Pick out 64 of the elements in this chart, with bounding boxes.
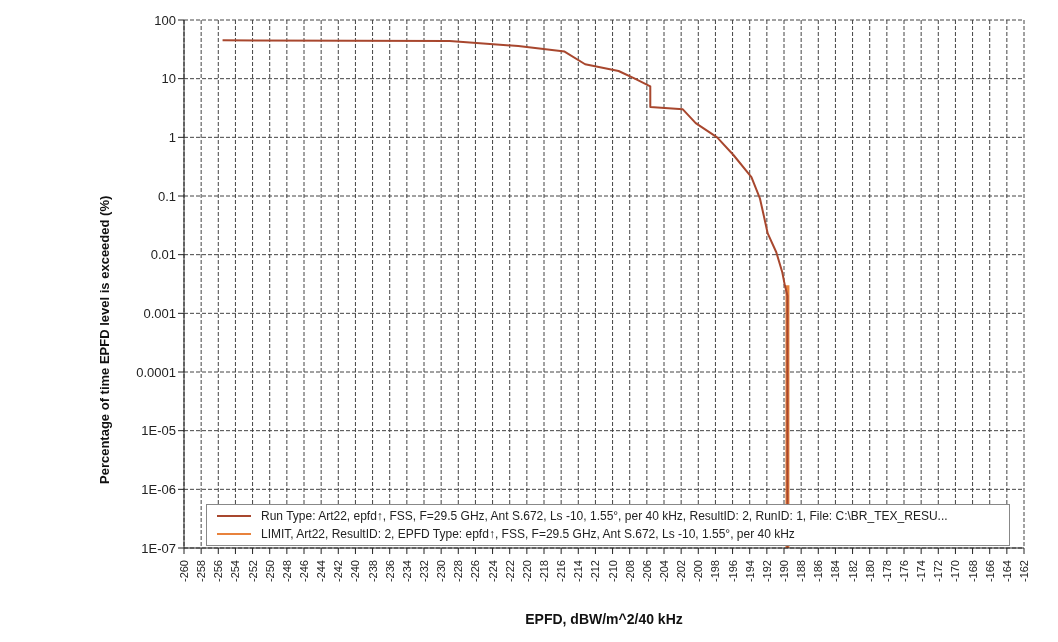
x-tick-label: -230	[435, 560, 448, 583]
x-tick-label: -196	[726, 560, 739, 583]
legend-label: LIMIT, Art22, ResultID: 2, EPFD Type: epfd↑, FSS, F=29.5 GHz, Ant S.672, Ls -10, 1.55°, per 40 kHz	[261, 526, 795, 543]
x-tick-label: -176	[898, 560, 910, 583]
x-tick-label: -210	[606, 560, 619, 583]
x-tick-label: -198	[709, 560, 722, 583]
y-axis-title: Percentage of time EPFD level is exceeded (%)	[96, 195, 112, 484]
x-tick-label: -208	[623, 560, 636, 583]
y-tick-label: 1	[168, 129, 176, 145]
x-tick-label: -236	[383, 560, 396, 583]
x-tick-label: -252	[246, 560, 259, 583]
x-tick-label: -194	[743, 560, 756, 583]
x-tick-label: -184	[829, 560, 842, 583]
x-tick-label: -228	[452, 560, 465, 583]
y-tick-label: 1E-05	[141, 423, 176, 439]
x-tick-label: -166	[983, 560, 996, 583]
x-tick-label: -214	[572, 560, 585, 583]
x-tick-label: -260	[178, 560, 190, 583]
x-tick-label: -162	[1018, 560, 1030, 583]
y-tick-label: 1E-06	[141, 481, 176, 497]
y-tick-label: 0.1	[157, 188, 176, 204]
y-tick-label: 0.001	[143, 305, 176, 321]
x-tick-label: -174	[915, 560, 928, 583]
x-tick-label: -182	[846, 560, 859, 583]
x-tick-label: -226	[469, 560, 482, 583]
legend-label: Run Type: Art22, epfd↑, FSS, F=29.5 GHz, Ant S.672, Ls -10, 1.55°, per 40 kHz, ResultID: 2, RunID: 1, File: C:\BR_TEX_RESU...	[261, 508, 948, 525]
x-tick-label: -186	[812, 560, 825, 583]
x-axis-title: EPFD, dBW/m^2/40 kHz	[525, 611, 683, 627]
y-tick-label: 1E-07	[141, 540, 176, 556]
x-tick-label: -192	[760, 560, 773, 583]
x-tick-label: -212	[589, 560, 602, 583]
x-tick-label: -234	[400, 560, 413, 583]
x-tick-label: -206	[640, 560, 653, 583]
x-tick-label: -216	[555, 560, 568, 583]
x-tick-label: -250	[263, 560, 276, 583]
x-tick-label: -220	[520, 560, 533, 583]
x-tick-label: -244	[315, 560, 328, 583]
x-tick-label: -218	[538, 560, 550, 583]
x-tick-label: -178	[880, 560, 893, 583]
y-tick-label: 10	[161, 71, 176, 87]
x-tick-label: -224	[486, 560, 499, 583]
x-tick-label: -258	[195, 560, 208, 583]
x-tick-label: -164	[1000, 560, 1013, 583]
y-tick-label: 0.0001	[136, 364, 176, 380]
x-tick-label: -248	[280, 560, 293, 583]
x-tick-label: -172	[932, 560, 945, 583]
x-tick-label: -188	[795, 560, 808, 583]
x-tick-label: -190	[778, 560, 790, 583]
x-tick-label: -246	[298, 560, 310, 583]
x-tick-label: -256	[212, 560, 225, 583]
x-tick-label: -204	[658, 560, 670, 583]
x-tick-label: -232	[418, 560, 430, 583]
x-tick-label: -238	[366, 560, 379, 583]
x-tick-label: -242	[332, 560, 345, 583]
x-tick-label: -202	[675, 560, 688, 583]
x-tick-label: -170	[949, 560, 962, 583]
x-tick-label: -222	[503, 560, 516, 583]
x-tick-label: -180	[863, 560, 876, 583]
x-tick-label: -240	[349, 560, 362, 583]
x-tick-label: -200	[692, 560, 705, 583]
y-tick-label: 100	[154, 12, 176, 28]
y-tick-label: 0.01	[150, 247, 176, 263]
x-tick-label: -168	[966, 560, 979, 583]
x-tick-label: -254	[229, 560, 242, 583]
